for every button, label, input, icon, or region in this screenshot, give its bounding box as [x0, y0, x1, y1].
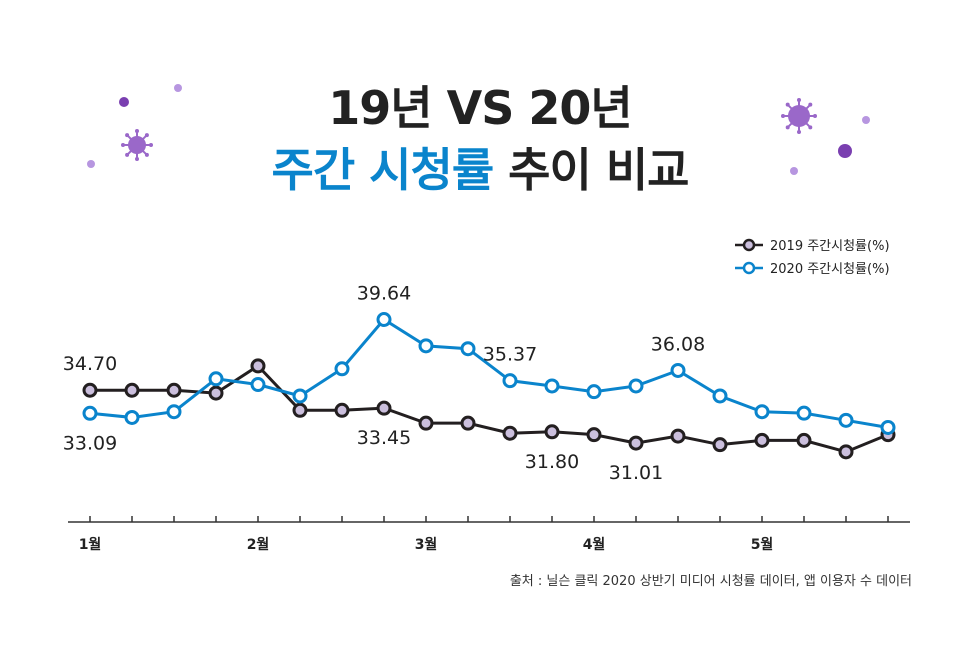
data-point	[838, 412, 854, 428]
data-point	[880, 419, 896, 435]
data-label: 33.45	[357, 427, 411, 449]
virus-spike-tip	[144, 133, 149, 138]
data-label: 36.08	[651, 333, 705, 355]
data-point	[628, 435, 644, 451]
x-tick-label: 1월	[79, 536, 102, 553]
data-point	[418, 415, 434, 431]
data-point	[670, 428, 686, 444]
data-point	[796, 405, 812, 421]
data-label: 31.01	[609, 462, 663, 484]
data-point	[460, 341, 476, 357]
data-label: 35.37	[483, 344, 537, 366]
data-point	[250, 377, 266, 393]
decor-dot	[790, 167, 798, 175]
data-point	[376, 400, 392, 416]
data-label: 31.80	[525, 451, 579, 473]
data-label: 39.64	[357, 283, 411, 305]
data-point	[544, 378, 560, 394]
data-point	[208, 385, 224, 401]
data-point	[712, 388, 728, 404]
data-point	[376, 312, 392, 328]
data-point	[82, 382, 98, 398]
virus-spike-tip	[813, 114, 817, 118]
virus-spike-tip	[808, 102, 813, 107]
legend-marker	[742, 261, 756, 275]
virus-body	[788, 105, 810, 127]
legend-label: 2019 주간시청률(%)	[770, 239, 890, 254]
decor-dot	[87, 160, 95, 168]
data-point	[502, 425, 518, 441]
legend-marker	[742, 238, 756, 252]
x-tick-label: 4월	[583, 536, 606, 553]
data-point	[628, 378, 644, 394]
source-note: 출처 : 닐슨 클릭 2020 상반기 미디어 시청률 데이터, 앱 이용자 수…	[509, 574, 912, 589]
data-point	[586, 427, 602, 443]
data-label: 33.09	[63, 432, 117, 454]
virus-spike-tip	[149, 143, 153, 147]
virus-spike-tip	[125, 133, 130, 138]
virus-body	[128, 136, 146, 154]
legend-label: 2020 주간시청률(%)	[770, 262, 890, 277]
x-tick-label: 2월	[247, 536, 270, 553]
data-point	[124, 409, 140, 425]
data-point	[166, 382, 182, 398]
data-point	[208, 371, 224, 387]
data-point	[292, 402, 308, 418]
data-label: 34.70	[63, 353, 117, 375]
virus-spike-tip	[144, 152, 149, 157]
decor-dot	[174, 84, 182, 92]
virus-spike-tip	[808, 125, 813, 130]
title-line2: 주간 시청률 추이 비교	[0, 134, 960, 200]
virus-spike-tip	[785, 125, 790, 130]
data-point	[754, 432, 770, 448]
data-point	[250, 358, 266, 374]
data-point	[544, 424, 560, 440]
title-rest: 추이 비교	[508, 143, 689, 197]
decor-dot	[119, 97, 129, 107]
decor-dot	[838, 144, 852, 158]
decor-dot	[862, 116, 870, 124]
virus-spike-tip	[781, 114, 785, 118]
data-point	[166, 404, 182, 420]
virus-spike-tip	[797, 130, 801, 134]
virus-icon	[121, 129, 153, 161]
data-point	[838, 444, 854, 460]
virus-icon	[781, 98, 817, 134]
data-point	[292, 388, 308, 404]
x-tick-label: 5월	[751, 536, 774, 553]
data-point	[418, 338, 434, 354]
x-tick-label: 3월	[415, 536, 438, 553]
virus-spike-tip	[135, 129, 139, 133]
data-point	[670, 362, 686, 378]
data-point	[334, 361, 350, 377]
virus-spike-tip	[785, 102, 790, 107]
title-line1: 19년 VS 20년	[328, 81, 632, 135]
data-point	[502, 373, 518, 389]
virus-spike-tip	[125, 152, 130, 157]
data-point	[460, 415, 476, 431]
virus-spike-tip	[121, 143, 125, 147]
data-point	[796, 432, 812, 448]
virus-spike-tip	[135, 157, 139, 161]
data-point	[334, 402, 350, 418]
data-point	[124, 382, 140, 398]
data-point	[712, 437, 728, 453]
data-point	[586, 384, 602, 400]
virus-spike-tip	[797, 98, 801, 102]
title-highlight: 주간 시청률	[271, 143, 495, 197]
data-point	[754, 404, 770, 420]
data-point	[82, 405, 98, 421]
